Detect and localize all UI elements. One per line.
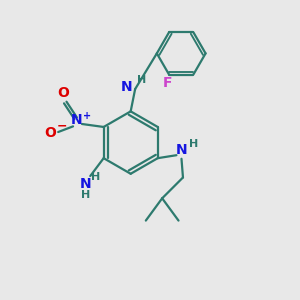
Text: H: H: [189, 139, 198, 149]
Text: N: N: [80, 177, 92, 191]
Text: H: H: [137, 75, 146, 85]
Text: O: O: [58, 86, 70, 100]
Text: H: H: [91, 172, 100, 182]
Text: +: +: [82, 111, 91, 121]
Text: O: O: [44, 126, 56, 140]
Text: N: N: [71, 113, 83, 128]
Text: N: N: [176, 143, 187, 157]
Text: F: F: [163, 76, 172, 90]
Text: N: N: [121, 80, 133, 94]
Text: −: −: [56, 120, 67, 133]
Text: H: H: [81, 190, 90, 200]
